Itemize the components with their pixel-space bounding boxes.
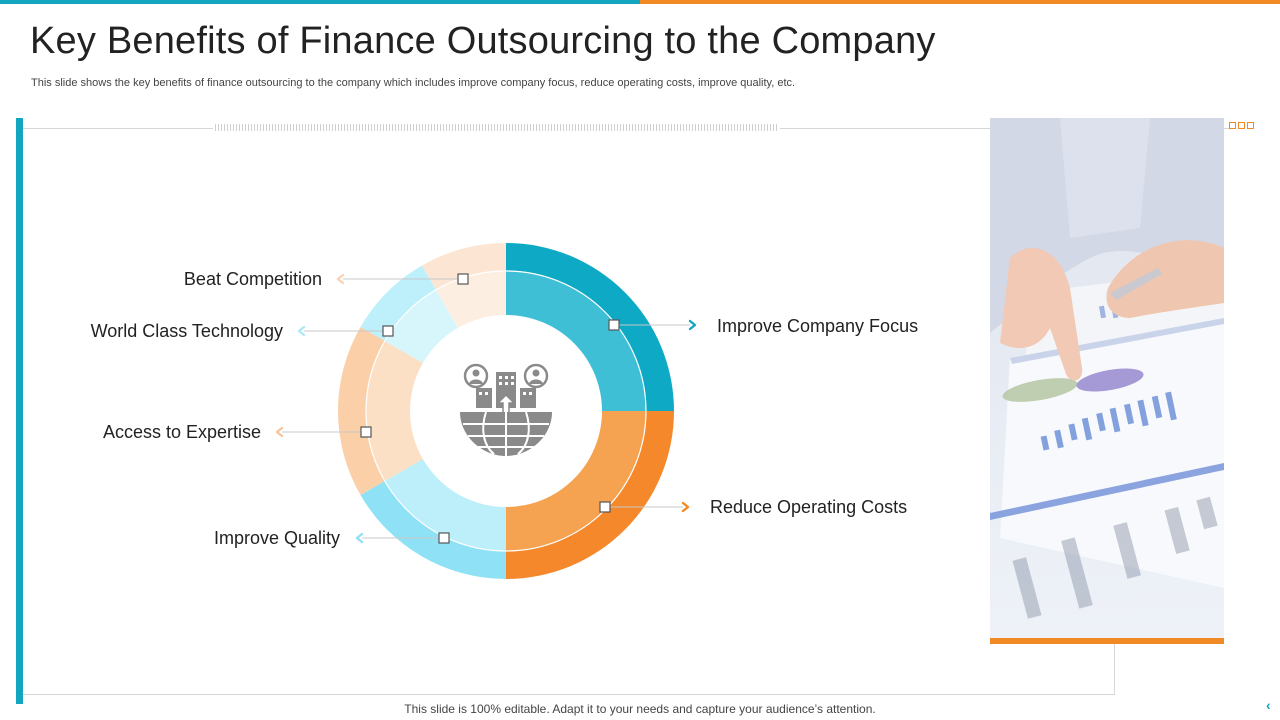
segment-outer-beat-competition	[422, 243, 506, 290]
next-slide-arrow-icon[interactable]: ‹	[1266, 697, 1271, 713]
segment-labels: Improve Company Focus Reduce Operating C…	[91, 269, 919, 548]
segment-inner-access-to-expertise	[366, 341, 423, 481]
segment-outer-access-to-expertise	[338, 327, 385, 495]
donut-divider-ring	[365, 270, 647, 552]
frame-line	[780, 128, 990, 129]
footer-note: This slide is 100% editable. Adapt it to…	[404, 702, 876, 716]
donut-segments	[338, 243, 674, 579]
chevron-arrow-icon	[297, 325, 306, 337]
left-accent-bar	[16, 118, 23, 704]
marker-square-icon	[608, 319, 620, 331]
page-title: Key Benefits of Finance Outsourcing to t…	[30, 20, 936, 62]
frame-line	[23, 128, 213, 129]
label-access-to-expertise: Access to Expertise	[103, 422, 261, 442]
segment-inner-world-class-technology	[384, 289, 458, 363]
marker-square-icon	[438, 532, 450, 544]
segment-inner-beat-competition	[436, 271, 506, 328]
photo-accent-strip	[990, 638, 1224, 644]
top-accent-bar-teal	[0, 0, 640, 4]
top-accent-bar-orange	[640, 0, 1280, 4]
chevron-arrow-icon	[355, 532, 364, 544]
label-reduce-operating-costs: Reduce Operating Costs	[710, 497, 907, 517]
segment-outer-improve-quality	[360, 481, 506, 579]
segment-inner-improve-company-focus	[506, 271, 646, 411]
segment-inner-reduce-operating-costs	[506, 411, 646, 551]
label-world-class-technology: World Class Technology	[91, 321, 283, 341]
chevron-arrow-icon	[688, 319, 697, 331]
decorative-squares	[1229, 122, 1254, 129]
page-subtitle: This slide shows the key benefits of fin…	[31, 77, 796, 89]
chevron-arrow-icon	[336, 273, 345, 285]
frame-line	[1224, 128, 1230, 129]
marker-square-icon	[599, 501, 611, 513]
chevron-arrow-icon	[681, 501, 690, 513]
label-improve-quality: Improve Quality	[214, 528, 340, 548]
marker-square-icon	[457, 273, 469, 285]
segment-outer-reduce-operating-costs	[506, 411, 674, 579]
finance-photo	[990, 118, 1224, 644]
finance-photo-illustration	[990, 118, 1224, 644]
segment-outer-world-class-technology	[360, 265, 436, 341]
segment-inner-improve-quality	[384, 459, 506, 551]
frame-line	[23, 694, 1115, 695]
segment-outer-improve-company-focus	[506, 243, 674, 411]
dotted-divider	[215, 124, 778, 131]
square-icon	[1229, 122, 1236, 129]
label-beat-competition: Beat Competition	[184, 269, 322, 289]
marker-square-icon	[382, 325, 394, 337]
square-icon	[1238, 122, 1245, 129]
marker-square-icon	[360, 426, 372, 438]
label-improve-company-focus: Improve Company Focus	[717, 316, 918, 336]
label-connectors	[275, 273, 697, 544]
business-globe-icon	[460, 363, 552, 456]
square-icon	[1247, 122, 1254, 129]
frame-line	[1114, 644, 1115, 695]
chevron-arrow-icon	[275, 426, 284, 438]
